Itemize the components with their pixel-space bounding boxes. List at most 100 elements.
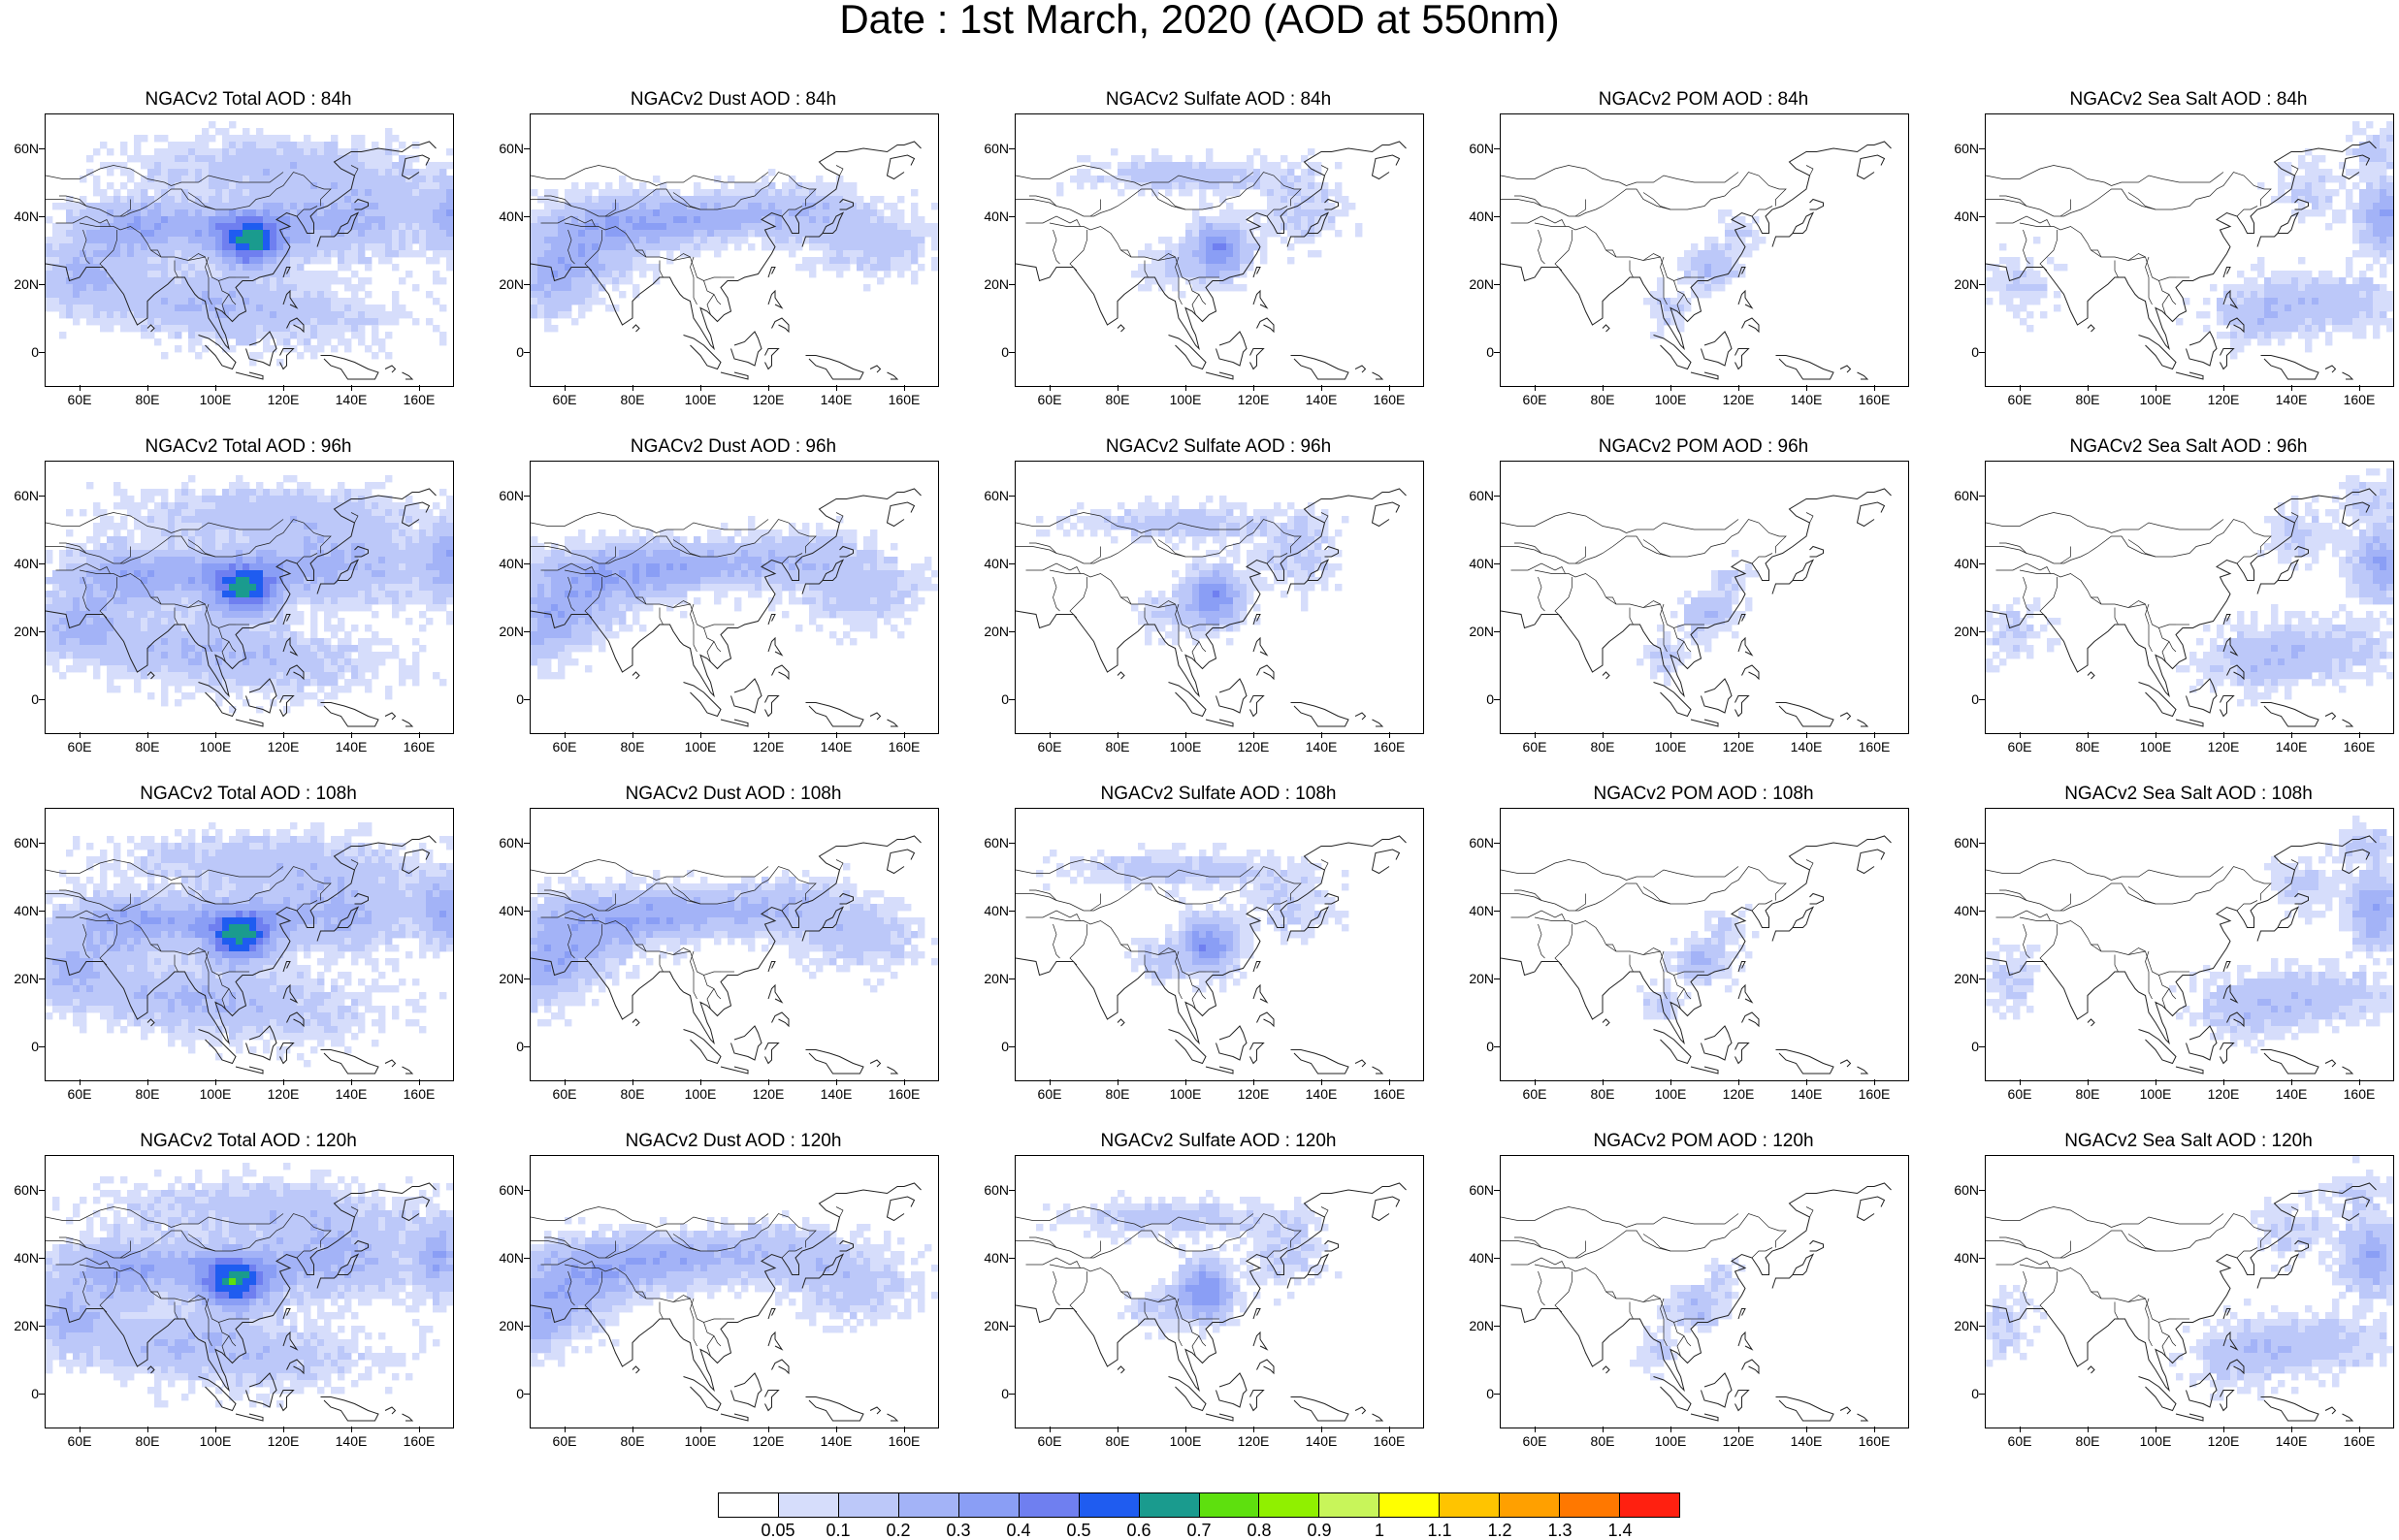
x-tick-mark xyxy=(1321,1079,1322,1085)
x-tick-mark xyxy=(565,385,566,391)
x-tick-label: 160E xyxy=(888,1086,921,1102)
x-tick-mark xyxy=(2020,385,2021,391)
x-tick-mark xyxy=(904,1427,905,1432)
x-tick-mark xyxy=(283,1427,284,1432)
y-tick-label: 40N xyxy=(1469,1250,1494,1266)
y-tick-mark xyxy=(39,1258,45,1259)
x-tick-mark xyxy=(2088,385,2089,391)
x-tick-mark xyxy=(2359,732,2360,738)
y-tick-label: 20N xyxy=(1469,276,1494,292)
x-tick-mark xyxy=(2020,1427,2021,1432)
x-tick-label: 100E xyxy=(684,1433,717,1449)
x-tick-mark xyxy=(1874,1079,1875,1085)
y-tick-label: 40N xyxy=(1954,1250,1979,1266)
panel-title: NGACv2 Sea Salt AOD : 108h xyxy=(2064,784,2313,804)
map-area xyxy=(1985,808,2394,1081)
y-tick-mark xyxy=(1009,1046,1015,1047)
x-tick-mark xyxy=(2291,385,2292,391)
x-tick-mark xyxy=(215,1427,216,1432)
y-tick-label: 20N xyxy=(14,624,39,639)
x-tick-label: 60E xyxy=(2007,739,2032,754)
x-tick-label: 100E xyxy=(684,739,717,754)
y-tick-label: 20N xyxy=(499,624,524,639)
y-tick-mark xyxy=(39,911,45,912)
x-tick-mark xyxy=(2223,1427,2224,1432)
x-tick-mark xyxy=(351,732,352,738)
x-tick-label: 80E xyxy=(135,1433,160,1449)
y-tick-mark xyxy=(39,1046,45,1047)
x-tick-label: 100E xyxy=(1654,739,1687,754)
colorbar-swatch xyxy=(1440,1493,1501,1517)
y-tick-mark xyxy=(1009,699,1015,700)
x-tick-mark xyxy=(1738,385,1739,391)
y-tick-mark xyxy=(1979,911,1985,912)
x-tick-label: 100E xyxy=(1654,392,1687,407)
x-tick-mark xyxy=(1738,732,1739,738)
map-panel-pom-120h: NGACv2 POM AOD : 120h 60E 80E 100E 120E 140E 1… xyxy=(1469,1131,1946,1451)
map-panel-dust-84h: NGACv2 Dust AOD : 84h 60E 80E 100E 120E 140E 1… xyxy=(499,89,976,409)
colorbar-label: 0.3 xyxy=(946,1521,971,1540)
x-tick-mark xyxy=(700,385,701,391)
y-tick-label: 0 xyxy=(1001,344,1009,360)
x-tick-label: 140E xyxy=(1790,739,1823,754)
x-tick-mark xyxy=(904,385,905,391)
colorbar-label: 0.05 xyxy=(761,1521,795,1540)
y-tick-label: 0 xyxy=(1001,1039,1009,1054)
y-tick-label: 0 xyxy=(516,1039,524,1054)
y-tick-label: 0 xyxy=(1971,1386,1979,1401)
y-tick-mark xyxy=(1494,1046,1500,1047)
x-tick-mark xyxy=(1603,1079,1604,1085)
y-tick-label: 60N xyxy=(1954,1182,1979,1198)
y-tick-mark xyxy=(1009,496,1015,497)
x-tick-mark xyxy=(283,1079,284,1085)
x-tick-label: 160E xyxy=(403,392,436,407)
x-tick-mark xyxy=(1874,732,1875,738)
x-tick-mark xyxy=(1389,732,1390,738)
y-tick-label: 40N xyxy=(499,903,524,918)
y-tick-mark xyxy=(1009,352,1015,353)
x-tick-label: 60E xyxy=(1037,392,1062,407)
map-area xyxy=(1015,113,1424,387)
x-tick-mark xyxy=(768,732,769,738)
y-tick-label: 40N xyxy=(14,209,39,224)
y-tick-label: 20N xyxy=(14,971,39,986)
y-tick-mark xyxy=(1979,563,1985,564)
panel-title: NGACv2 Total AOD : 96h xyxy=(145,436,352,457)
x-tick-mark xyxy=(632,1079,633,1085)
x-tick-label: 100E xyxy=(1169,1086,1202,1102)
x-tick-label: 60E xyxy=(1522,739,1547,754)
y-tick-mark xyxy=(1494,563,1500,564)
map-panel-sulfate-84h: NGACv2 Sulfate AOD : 84h 60E 80E 100E 120E 14… xyxy=(984,89,1461,409)
x-tick-mark xyxy=(419,1427,420,1432)
y-tick-label: 0 xyxy=(1486,1386,1494,1401)
x-tick-mark xyxy=(2291,732,2292,738)
y-tick-label: 40N xyxy=(1469,209,1494,224)
x-tick-label: 160E xyxy=(1373,739,1406,754)
y-tick-mark xyxy=(1494,284,1500,285)
x-tick-mark xyxy=(147,385,148,391)
map-panel-sulfate-96h: NGACv2 Sulfate AOD : 96h 60E 80E 100E 120E 14… xyxy=(984,436,1461,756)
y-tick-mark xyxy=(1979,1326,1985,1327)
y-tick-mark xyxy=(1009,1258,1015,1259)
x-tick-mark xyxy=(1738,1079,1739,1085)
x-tick-label: 120E xyxy=(1722,1433,1755,1449)
x-tick-label: 120E xyxy=(1237,392,1270,407)
panel-title: NGACv2 Dust AOD : 84h xyxy=(630,89,837,110)
y-tick-label: 20N xyxy=(1469,624,1494,639)
x-tick-label: 160E xyxy=(403,739,436,754)
y-tick-label: 40N xyxy=(984,903,1009,918)
y-tick-label: 20N xyxy=(984,971,1009,986)
y-tick-label: 0 xyxy=(516,344,524,360)
aod-field-map xyxy=(46,822,453,1075)
x-tick-mark xyxy=(1389,1427,1390,1432)
x-tick-label: 160E xyxy=(1858,1086,1891,1102)
y-tick-label: 60N xyxy=(984,835,1009,850)
x-tick-label: 60E xyxy=(1037,739,1062,754)
x-tick-mark xyxy=(700,1079,701,1085)
x-tick-label: 120E xyxy=(2207,392,2240,407)
x-tick-label: 80E xyxy=(620,739,645,754)
colorbar-swatch xyxy=(898,1493,959,1517)
y-tick-label: 0 xyxy=(31,1386,39,1401)
x-tick-mark xyxy=(2088,1079,2089,1085)
x-tick-label: 120E xyxy=(1722,739,1755,754)
